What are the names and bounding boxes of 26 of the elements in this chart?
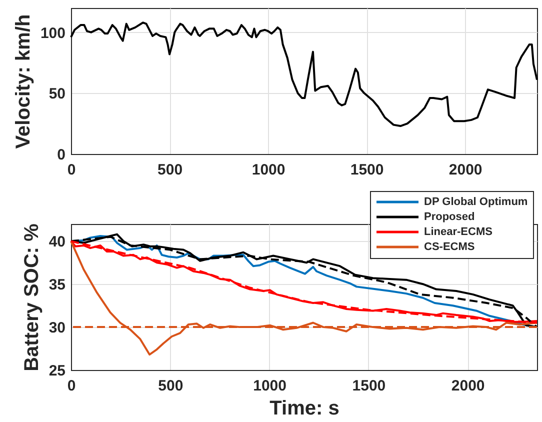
x-tick-label: 0	[67, 378, 76, 394]
legend-label: DP Global Optimum	[424, 196, 528, 208]
y-axis-title: Battery SOC: %	[20, 223, 43, 372]
y-tick-label: 40	[48, 234, 66, 251]
x-tick-label: 500	[158, 378, 184, 394]
y-tick-label: 25	[48, 362, 66, 380]
line-series	[70, 240, 538, 356]
legend-label: Proposed	[424, 211, 475, 223]
y-tick-label: 100	[40, 24, 66, 42]
y-tick-label: 50	[48, 86, 66, 103]
y-tick-label: 30	[48, 320, 66, 337]
x-tick-label: 500	[158, 162, 183, 178]
x-tick-label: 1000	[253, 378, 286, 394]
x-tick-label: 0	[67, 162, 76, 178]
x-tick-label: 1500	[352, 378, 386, 394]
x-tick-label: 2000	[451, 378, 485, 394]
x-tick-label: 2000	[448, 162, 482, 178]
legend-label: Linear-ECMS	[424, 226, 492, 238]
x-tick-label: 1000	[252, 162, 286, 178]
y-tick-label: 0	[57, 146, 66, 164]
x-axis-title: Time: s	[270, 398, 340, 420]
line-series	[70, 22, 538, 128]
y-axis-title: Velocity: km/h	[12, 14, 34, 149]
legend-label: CS-ECMS	[424, 241, 475, 253]
x-tick-label: 1500	[350, 162, 384, 178]
y-tick-label: 35	[48, 276, 66, 294]
